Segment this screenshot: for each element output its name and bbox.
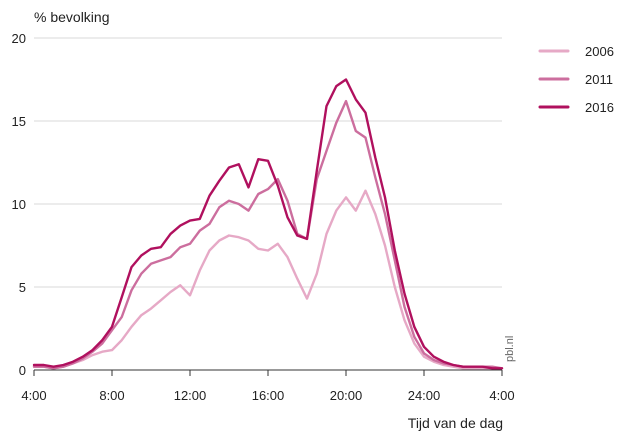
grid — [34, 37, 502, 288]
series-line-2016 — [32, 78, 504, 370]
x-axis-ticks: 4:00 8:00 12:00 16:00 20:00 24:00 4:00 — [21, 370, 515, 403]
series-line-2011 — [32, 99, 504, 370]
x-tick-label: 4:00 — [489, 388, 514, 403]
y-axis-title: % bevolking — [34, 9, 110, 25]
x-tick-label: 4:00 — [21, 388, 46, 403]
legend-label-2016: 2016 — [585, 100, 614, 115]
series-lines — [32, 78, 504, 370]
x-tick-label: 12:00 — [174, 388, 207, 403]
y-axis-ticks: 0 5 10 15 20 — [12, 31, 26, 378]
x-tick-label: 20:00 — [330, 388, 363, 403]
x-tick-label: 8:00 — [99, 388, 124, 403]
x-axis-title: Tijd van de dag — [408, 415, 503, 431]
x-tick-label: 16:00 — [252, 388, 285, 403]
y-tick-label: 15 — [12, 114, 26, 129]
legend-label-2006: 2006 — [585, 44, 614, 59]
legend: 2006 2011 2016 — [538, 44, 614, 115]
series-line-2006 — [32, 189, 504, 370]
x-tick-label: 24:00 — [408, 388, 441, 403]
y-tick-label: 0 — [19, 363, 26, 378]
y-tick-label: 10 — [12, 197, 26, 212]
credit-label: pbl.nl — [504, 336, 516, 362]
legend-label-2011: 2011 — [585, 72, 613, 87]
y-tick-label: 5 — [19, 280, 26, 295]
y-tick-label: 20 — [12, 31, 26, 46]
